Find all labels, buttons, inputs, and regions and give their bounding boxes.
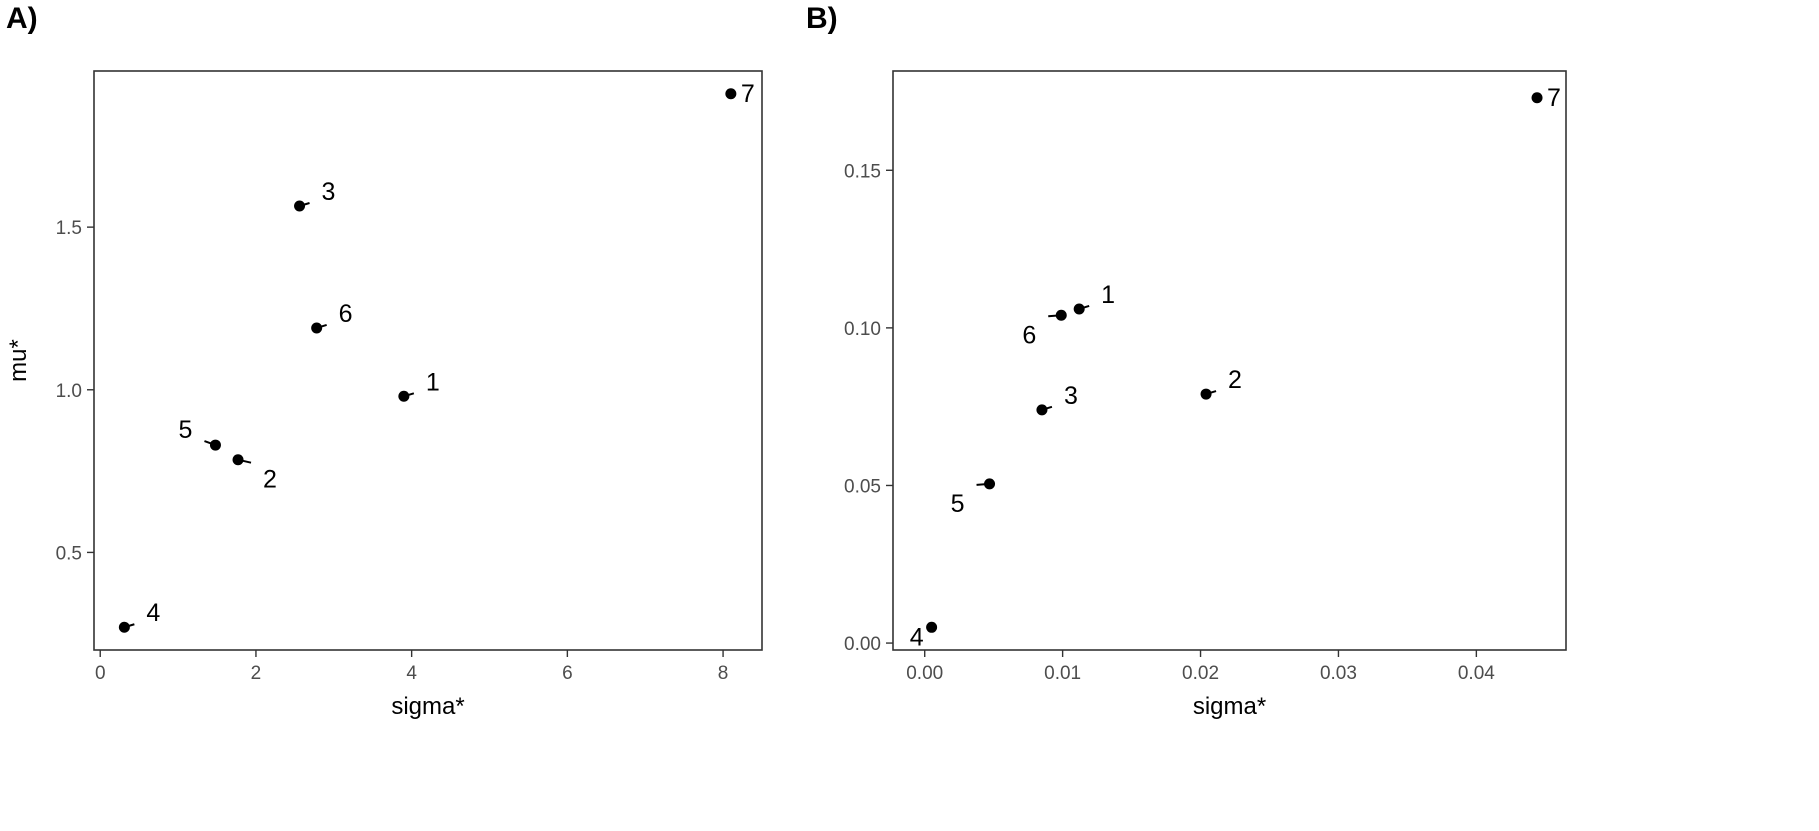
data-point xyxy=(1073,303,1085,315)
panel-label: B) xyxy=(806,2,838,35)
point-label: 2 xyxy=(263,466,277,494)
point-label: 6 xyxy=(1022,321,1036,349)
data-point xyxy=(1036,404,1048,416)
point-label: 3 xyxy=(1064,382,1078,410)
x-tick-label: 6 xyxy=(562,663,573,684)
data-point xyxy=(1531,92,1543,104)
y-tick-label: 0.05 xyxy=(844,476,881,497)
data-point xyxy=(209,439,221,451)
panel-label: A) xyxy=(6,2,38,35)
x-tick-label: 8 xyxy=(718,663,729,684)
data-point xyxy=(398,390,410,402)
plot-border xyxy=(93,70,763,651)
point-label: 5 xyxy=(951,490,965,518)
panel-b: B) 0.00 0.01 0.02 0.03 0.04 0.00 0.05 0.10 0.15 si… xyxy=(806,2,1567,720)
x-tick-label: 2 xyxy=(251,663,262,684)
point-label: 4 xyxy=(910,623,924,651)
y-tick-label: 1.5 xyxy=(56,218,82,239)
x-axis-title: sigma* xyxy=(391,693,464,720)
panel-a: A) 0 2 4 6 8 0.5 1.0 1.5 sigma* mu* 1 2 3 4 5 6 7 xyxy=(5,2,763,720)
point-label: 1 xyxy=(426,368,440,396)
x-tick-label: 0 xyxy=(95,663,106,684)
point-label: 4 xyxy=(146,599,160,627)
y-tick-label: 1.0 xyxy=(56,381,82,402)
data-point xyxy=(118,621,130,633)
point-label: 6 xyxy=(339,300,353,328)
x-tick-label: 0.03 xyxy=(1320,663,1357,684)
x-tick-label: 0.02 xyxy=(1182,663,1219,684)
x-tick-label: 0.01 xyxy=(1044,663,1081,684)
point-label: 7 xyxy=(741,80,755,108)
data-point xyxy=(1200,388,1212,400)
data-point xyxy=(926,621,938,633)
y-tick-label: 0.15 xyxy=(844,161,881,182)
data-point xyxy=(1055,309,1067,321)
y-tick-label: 0.10 xyxy=(844,319,881,340)
x-tick-label: 0.04 xyxy=(1458,663,1495,684)
data-point xyxy=(311,322,323,334)
x-tick-label: 0.00 xyxy=(906,663,943,684)
point-label: 1 xyxy=(1101,281,1115,309)
y-tick-label: 0.00 xyxy=(844,634,881,655)
point-label: 7 xyxy=(1547,84,1561,112)
data-point xyxy=(725,88,737,100)
y-axis-title: mu* xyxy=(5,339,32,382)
y-tick-label: 0.5 xyxy=(56,543,82,564)
point-label: 2 xyxy=(1228,366,1242,394)
plot-border xyxy=(892,70,1567,651)
point-label: 5 xyxy=(179,416,193,444)
data-point xyxy=(984,478,996,490)
point-label: 3 xyxy=(322,178,336,206)
data-point xyxy=(232,454,244,466)
data-point xyxy=(294,200,306,212)
x-axis-title: sigma* xyxy=(1193,693,1266,720)
x-tick-label: 4 xyxy=(406,663,417,684)
